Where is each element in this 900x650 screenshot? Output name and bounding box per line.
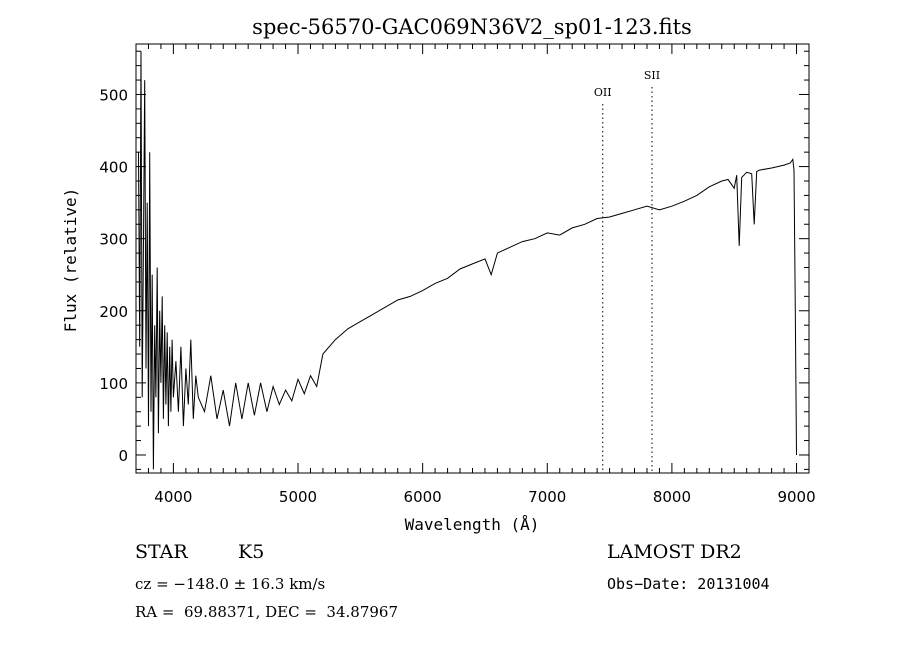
y-tick-label: 300 <box>99 231 128 249</box>
y-tick-label: 400 <box>99 159 128 177</box>
y-tick-label: 500 <box>99 86 128 104</box>
x-tick-label: 4000 <box>154 488 192 506</box>
spectral-subclass: K5 <box>238 541 265 563</box>
x-tick-label: 7000 <box>528 488 566 506</box>
emission-line-label: OII <box>594 86 612 99</box>
redshift-velocity: cz = −148.0 ± 16.3 km/s <box>135 575 326 593</box>
emission-line-label: SII <box>644 69 660 82</box>
spectrum-line <box>138 51 797 470</box>
sky-coordinates: RA = 69.88371, DEC = 34.87967 <box>135 603 399 621</box>
x-axis-label: Wavelength (Å) <box>405 515 540 534</box>
x-axis-ticks: 4000 5000 6000 7000 8000 9000 <box>147 44 816 506</box>
y-tick-label: 200 <box>99 303 128 321</box>
x-tick-label: 6000 <box>404 488 442 506</box>
y-tick-label: 0 <box>118 447 128 465</box>
x-tick-label: 5000 <box>279 488 317 506</box>
x-tick-label: 8000 <box>653 488 691 506</box>
y-tick-label: 100 <box>99 375 128 393</box>
y-axis-ticks: 0 100 200 300 400 500 <box>99 50 809 470</box>
x-tick-label: 9000 <box>777 488 815 506</box>
emission-lines: OII SII <box>594 69 660 473</box>
survey-release: LAMOST DR2 <box>607 541 742 563</box>
chart-title: spec-56570-GAC069N36V2_sp01-123.fits <box>252 15 692 39</box>
observation-date: Obs−Date: 20131004 <box>607 575 770 593</box>
object-class: STAR <box>135 541 188 563</box>
y-axis-label: Flux (relative) <box>61 188 80 333</box>
plot-frame <box>135 43 810 474</box>
